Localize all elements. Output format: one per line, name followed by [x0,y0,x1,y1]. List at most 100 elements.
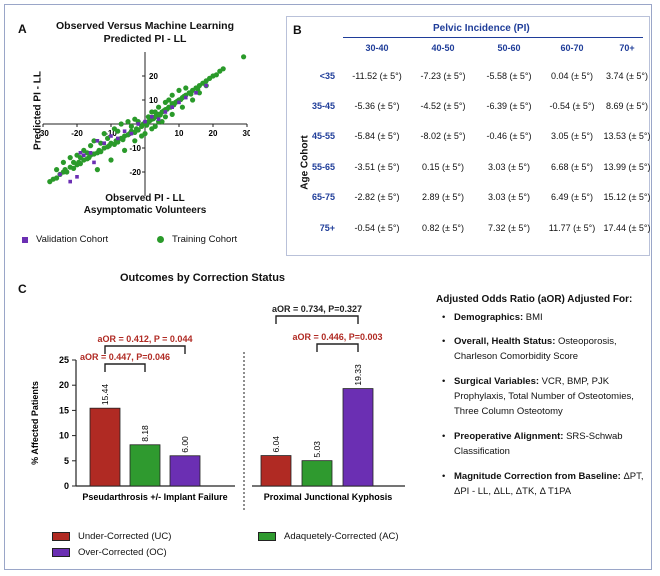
training-point [108,157,114,163]
legend-ac-swatch [258,532,276,541]
table-cell: 6.68 (± 5°) [550,162,594,172]
training-point [67,155,73,161]
scatter-title-line1: Observed Versus Machine Learning [56,20,234,32]
legend-ac-label: Adaquetely-Corrected (AC) [284,531,399,542]
table-cell: -2.82 (± 5°) [354,192,400,202]
scatter-ytick-label: 10 [149,96,158,105]
bar-ytick-label: 15 [59,405,69,415]
pa-lower-bracket [104,363,146,372]
training-point [169,111,175,117]
adjusted-item-label: Preoperative Alignment: [454,431,564,442]
table-title: Pelvic Incidence (PI) [433,23,530,34]
adjusted-item: • Overall, Health Status: Osteoporosis, C… [442,334,652,364]
training-point [162,114,168,120]
training-point [183,85,189,91]
training-point [71,159,77,165]
table-cell: -11.52 (± 5°) [352,71,402,81]
table-col-header: 60-70 [560,43,584,53]
training-point [128,123,134,129]
scatter-xtick-label: -20 [71,129,83,138]
panel-b-letter: B [293,23,302,37]
training-point [139,133,145,139]
table-cell: -5.36 (± 5°) [354,101,400,111]
training-point [149,126,155,132]
validation-point [122,129,127,133]
validation-point [143,119,147,124]
table-cell: -0.46 (± 5°) [486,131,532,141]
table-col-header: 50-60 [497,43,521,53]
bar-axes: 0 5 10 15 20 25 % Affected Patients Pseudarthro… [30,352,405,512]
table-cell: -7.23 (± 5°) [420,71,466,81]
bullet-icon: • [442,376,446,387]
bar-value-label: 6.04 [271,436,281,453]
table-col-header: 40-50 [431,43,455,53]
pjk-lower-label: aOR = 0.446, P=0.003 [292,332,382,342]
adjusted-item-text: SRS-Schwab Classification [454,431,623,457]
table-row-header: 35-45 [311,101,335,111]
adjusted-heading: Adjusted Odds Ratio (aOR) Adjusted For: [436,294,633,305]
table-cell: -4.52 (± 5°) [420,101,466,111]
training-point [88,143,94,149]
table-cell: 0.04 (± 5°) [550,71,594,81]
training-point [71,165,77,171]
adjusted-item: • Demographics: BMI [442,310,652,325]
table-col-header: 70+ [619,43,635,53]
table-cell: 3.74 (± 5°) [605,71,649,81]
panel-a-letter: A [18,22,27,36]
table-cell: -8.02 (± 5°) [420,131,466,141]
legend-oc-label: Over-Corrected (OC) [78,547,167,558]
table-cell: 17.44 (± 5°) [603,223,651,233]
table-row-header: 75+ [319,223,335,233]
training-point [125,119,131,125]
table-cell: -3.51 (± 5°) [354,162,400,172]
bar [342,388,374,487]
training-point [77,155,83,161]
training-point [213,72,219,78]
validation-point [136,122,140,126]
training-point [118,121,124,127]
table-title-underline [343,37,643,38]
scatter-plot: -30 -20 -10 10 20 30 20 10 -10 -20 [40,52,250,196]
scatter-xlabel-line1: Observed PI - LL [105,193,185,204]
training-point [166,97,172,103]
scatter-xlabel-line2: Asymptomatic Volunteers [83,205,207,216]
bar-chart-title: Outcomes by Correction Status [120,272,286,284]
table-cell: -0.54 (± 5°) [354,223,400,233]
training-point [77,161,83,167]
validation-point [116,136,120,141]
adjusted-item-label: Overall, Health Status: [454,336,556,347]
training-point [98,149,104,155]
legend-validation-label: Validation Cohort [36,234,109,245]
training-point [105,135,111,141]
scatter-xtick-label: 10 [175,129,184,138]
training-point [94,167,100,173]
validation-point [156,117,161,121]
validation-point [109,134,113,138]
scatter-ytick-label: -10 [129,144,141,153]
training-point [220,66,226,72]
validation-point [102,141,106,145]
scatter-xtick-label: -10 [105,129,117,138]
bar-brackets: aOR = 0.412, P = 0.044 aOR = 0.447, P=0.0… [80,304,383,372]
adjusted-item: • Surgical Variables: VCR, BMP, PJK Proph… [442,374,652,419]
scatter-xtick-label: -30 [40,129,49,138]
table-cell: 13.99 (± 5°) [603,162,651,172]
pa-lower-label: aOR = 0.447, P=0.046 [80,352,170,362]
bar-value-label: 5.03 [312,441,322,458]
table-cell: 3.03 (± 5°) [487,162,531,172]
adjusted-item-label: Magnitude Correction from Baseline: [454,471,621,482]
training-point [115,139,121,145]
figure-frame [4,4,652,570]
table-cell: 15.12 (± 5°) [603,192,651,202]
validation-point [92,160,96,165]
validation-point [95,139,100,143]
table-cell: -5.58 (± 5°) [486,71,532,81]
training-point [98,140,104,146]
pa-upper-label: aOR = 0.412, P = 0.044 [98,334,193,344]
scatter-ytick-label: 20 [149,72,158,81]
legend-training-label: Training Cohort [172,234,238,245]
table-row-header: 65-75 [311,192,335,202]
adjusted-item-label: Surgical Variables: [454,376,540,387]
bar-ytick-label: 20 [59,380,69,390]
bar-value-label: 19.33 [353,364,363,386]
